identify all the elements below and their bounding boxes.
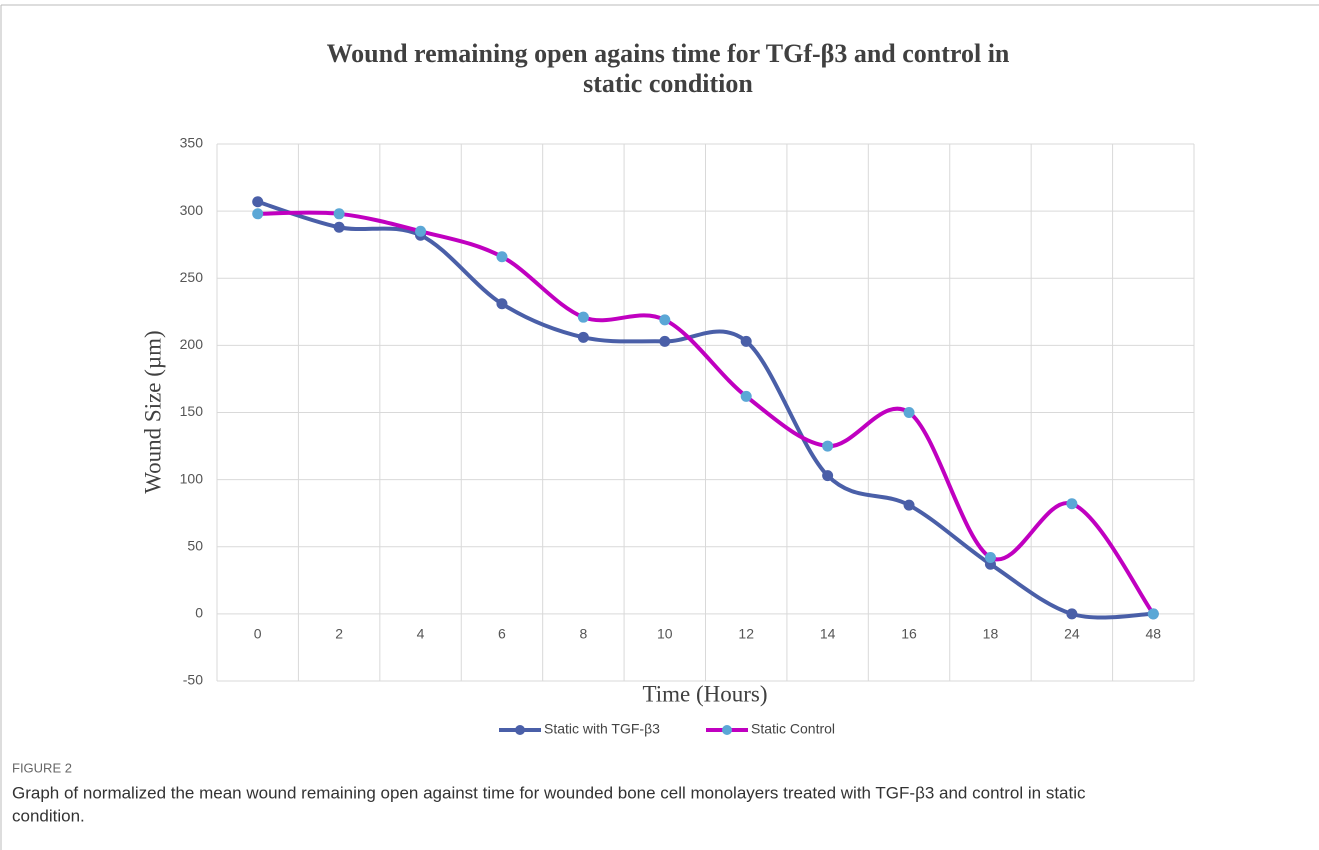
caption: Graph of normalized the mean wound remai…: [12, 783, 1086, 802]
x-tick-label: 18: [983, 626, 999, 642]
point-marker: [1066, 608, 1078, 620]
point-marker: [333, 221, 345, 233]
legend-label: Static Control: [751, 721, 835, 737]
point-marker: [903, 407, 915, 418]
point-marker: [496, 251, 508, 263]
chart-title: Wound remaining open agains time for TGf…: [327, 39, 1010, 68]
x-tick-label: 16: [901, 626, 917, 642]
point-marker: [415, 225, 427, 237]
x-tick-label: 24: [1064, 626, 1080, 642]
x-tick-label: 8: [579, 626, 587, 642]
x-tick-label: 12: [738, 626, 754, 642]
point-marker: [740, 335, 752, 347]
x-tick-label: 0: [254, 626, 262, 642]
legend-marker: [722, 725, 732, 735]
point-marker: [822, 470, 834, 482]
x-tick-label: 4: [417, 626, 425, 642]
y-tick-label: 0: [195, 605, 203, 621]
point-marker: [822, 440, 834, 452]
y-tick-label: -50: [183, 672, 203, 688]
y-tick-label: 350: [180, 135, 204, 151]
x-axis-label: Time (Hours): [642, 681, 767, 706]
point-marker: [252, 196, 264, 208]
x-tick-label: 10: [657, 626, 673, 642]
y-tick-label: 50: [187, 537, 203, 553]
point-marker: [577, 311, 589, 323]
x-tick-label: 14: [820, 626, 836, 642]
y-tick-label: 250: [180, 269, 204, 285]
y-tick-label: 150: [180, 403, 204, 419]
chart-title: static condition: [583, 69, 753, 98]
point-marker: [1066, 498, 1078, 510]
x-tick-label: 6: [498, 626, 506, 642]
point-marker: [659, 314, 671, 326]
point-marker: [496, 298, 508, 310]
point-marker: [984, 551, 996, 563]
x-tick-label: 2: [335, 626, 343, 642]
point-marker: [1147, 608, 1159, 620]
point-marker: [252, 208, 264, 220]
point-marker: [333, 208, 345, 220]
point-marker: [740, 390, 752, 402]
legend-marker: [515, 725, 525, 735]
y-axis-label: Wound Size (µm): [140, 330, 165, 493]
caption: condition.: [12, 806, 85, 825]
point-marker: [903, 499, 915, 511]
legend-label: Static with TGF-β3: [544, 721, 660, 737]
y-tick-label: 200: [180, 336, 204, 352]
point-marker: [577, 331, 589, 343]
y-tick-label: 100: [180, 470, 204, 486]
point-marker: [659, 335, 671, 347]
x-tick-label: 48: [1146, 626, 1162, 642]
y-tick-label: 300: [180, 202, 204, 218]
figure-label: FIGURE 2: [12, 760, 72, 775]
